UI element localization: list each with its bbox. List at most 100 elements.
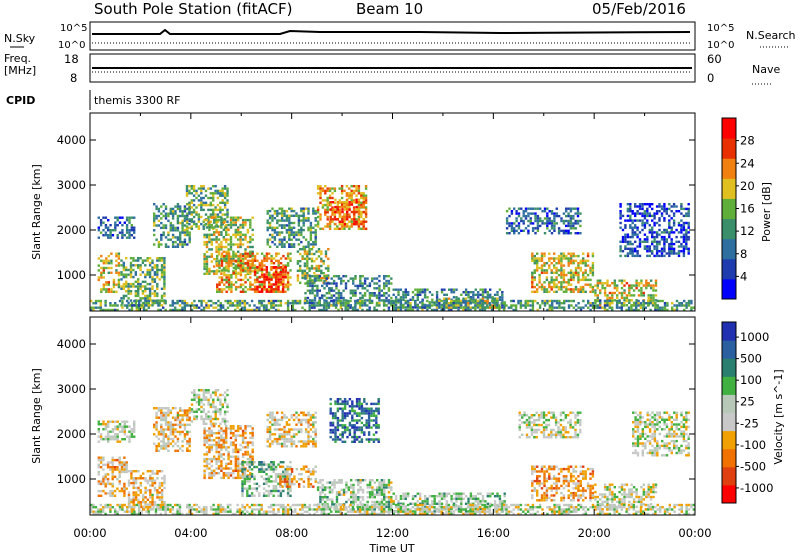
power-cell [211, 243, 213, 245]
velocity-cell [133, 482, 135, 484]
power-cell [184, 215, 186, 217]
power-cell [337, 208, 339, 210]
power-cell [525, 208, 527, 210]
velocity-cell [135, 491, 137, 493]
power-cell [412, 299, 414, 301]
power-cell [156, 259, 158, 261]
power-cell [344, 201, 346, 203]
velocity-cell [160, 428, 162, 430]
power-cell [353, 192, 355, 194]
power-cell [558, 255, 560, 257]
power-cell [184, 304, 186, 306]
power-cell [577, 208, 579, 210]
velocity-cell [133, 484, 135, 486]
power-cell [145, 302, 147, 304]
velocity-cell [149, 470, 151, 472]
power-cell [548, 257, 550, 259]
power-cell [254, 269, 256, 271]
power-cell [156, 269, 158, 271]
power-cell [203, 234, 205, 236]
power-cell [149, 269, 151, 271]
power-cell [589, 291, 591, 293]
power-colorbar-swatch [722, 259, 736, 280]
power-cell [611, 292, 613, 294]
power-cell [317, 211, 319, 213]
power-cell [589, 286, 591, 288]
power-cell [351, 203, 353, 205]
power-cell [680, 227, 682, 229]
power-cell [282, 273, 284, 275]
power-cell [117, 219, 119, 221]
power-cell [254, 271, 256, 273]
power-cell [230, 241, 232, 243]
power-cell [191, 192, 193, 194]
power-cell [469, 300, 471, 302]
power-cell [123, 295, 125, 297]
power-cell [647, 300, 649, 302]
power-cell [650, 280, 652, 282]
power-cell [167, 239, 169, 241]
power-cell [131, 229, 133, 231]
power-cell [329, 187, 331, 189]
power-cell [103, 269, 105, 271]
power-cell [685, 234, 687, 236]
power-cell [327, 248, 329, 250]
power-cell [653, 248, 655, 250]
power-cell [198, 187, 200, 189]
velocity-cell [119, 480, 121, 482]
velocity-cell [186, 447, 188, 449]
velocity-cell [224, 413, 226, 415]
power-cell [445, 304, 447, 306]
velocity-cell [208, 477, 210, 479]
power-cell [621, 302, 623, 304]
power-cell [198, 213, 200, 215]
power-cell [147, 257, 149, 259]
power-cell [326, 275, 328, 277]
power-cell [184, 241, 186, 243]
power-cell [179, 243, 181, 245]
power-cell [664, 307, 666, 309]
power-cell [606, 304, 608, 306]
velocity-cell [186, 417, 188, 419]
power-cell [531, 253, 533, 255]
power-cell [333, 302, 335, 304]
power-cell [646, 203, 648, 205]
power-cell [325, 255, 327, 257]
velocity-cell [206, 460, 208, 462]
power-cell [558, 232, 560, 234]
power-cell [158, 210, 160, 212]
power-cell [567, 225, 569, 227]
power-cell [259, 286, 261, 288]
power-cell [556, 300, 558, 302]
velocity-cell [179, 424, 181, 426]
power-cell [331, 282, 333, 284]
power-cell [165, 213, 167, 215]
velocity-cell [196, 415, 198, 417]
power-cell [223, 288, 225, 290]
power-cell [359, 285, 361, 287]
power-cell [465, 298, 467, 300]
power-cell [538, 286, 540, 288]
power-cell [338, 290, 340, 292]
power-cell [318, 300, 320, 302]
velocity-cell [119, 471, 121, 473]
power-cell [298, 243, 300, 245]
power-cell [525, 227, 527, 229]
velocity-cell [153, 443, 155, 445]
power-cell [203, 268, 205, 270]
power-cell [206, 256, 208, 258]
velocity-cell [184, 426, 186, 428]
power-cell [460, 304, 462, 306]
power-cell [159, 257, 161, 259]
power-cell [124, 222, 126, 224]
power-cell [634, 203, 636, 205]
power-cell [639, 255, 641, 257]
velocity-cell [181, 450, 183, 452]
power-cell [639, 241, 641, 243]
power-cell [658, 219, 660, 221]
power-cell [277, 278, 279, 280]
power-cell [536, 257, 538, 259]
power-cell [274, 210, 276, 212]
power-cell [553, 212, 555, 214]
velocity-cell [174, 443, 176, 445]
